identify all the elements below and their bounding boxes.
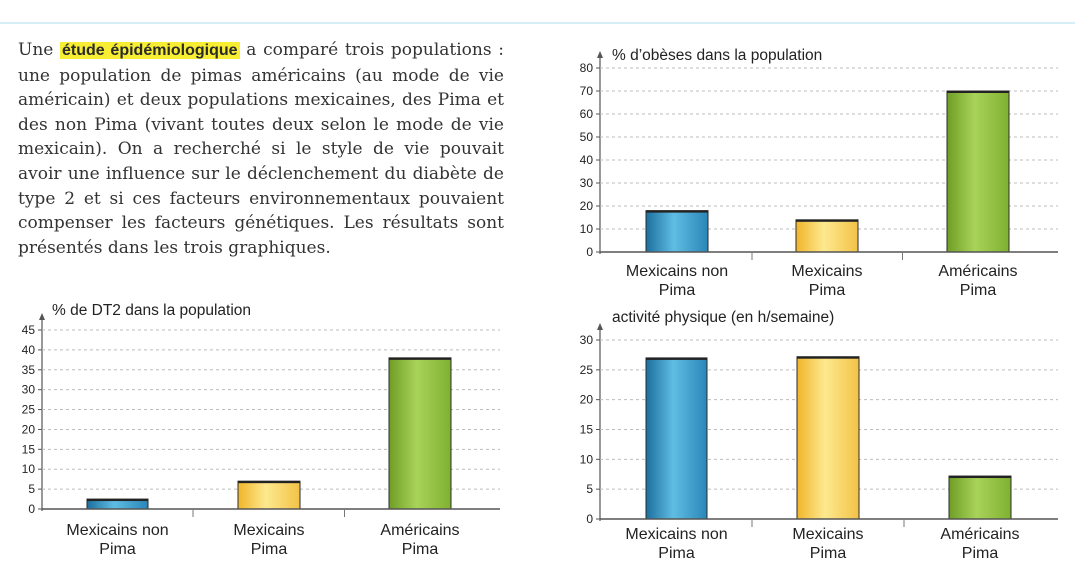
chart-title: % de DT2 dans la population [52,302,251,319]
intro-text-start: Une [18,40,61,60]
y-tick-label: 20 [22,422,36,436]
category-label: Américains Pima [938,263,1017,299]
y-tick-label: 10 [580,222,594,236]
y-axis-arrow-icon [597,323,603,330]
y-tick-label: 80 [580,61,594,75]
y-tick-label: 40 [580,153,594,167]
bar-2 [237,480,301,510]
y-tick-label: 15 [22,442,36,456]
y-tick-label: 70 [580,84,594,98]
chart-title: activité physique (en h/semaine) [612,309,834,326]
y-tick-label: 30 [580,333,594,347]
y-tick-label: 0 [28,502,35,516]
intro-text-body: a comparé trois populations : une popula… [18,40,505,234]
category-label: Américains Pima [380,522,459,558]
bar-top-edge [389,357,451,360]
bar-2 [795,219,859,253]
y-tick-label: 5 [586,482,593,496]
chart-title: % d’obèses dans la population [612,47,822,64]
y-tick-label: 30 [580,176,594,190]
category-label: Mexicains Pima [792,526,863,562]
category-label: Mexicains non Pima [66,522,168,558]
category-label: Mexicains Pima [233,522,304,558]
y-tick-label: 10 [580,452,594,466]
category-label: Mexicains non Pima [625,526,727,562]
bar-1 [645,210,709,253]
y-tick-label: 35 [22,363,36,377]
category-label: Mexicains non Pima [626,263,728,299]
y-axis-arrow-icon [39,313,45,320]
y-tick-label: 0 [586,245,593,259]
bar-2 [796,356,860,520]
y-tick-label: 30 [22,383,36,397]
top-border [0,0,1075,24]
category-label: Américains Pima [940,526,1019,562]
bar-top-edge [947,91,1009,93]
obesity-chart: % d’obèses dans la population 0 10 20 30 40 50… [548,40,1063,305]
bar-top-edge [238,481,300,484]
dt2-chart: % de DT2 dans la population 0 5 10 15 20 25 30 3… [0,296,510,561]
intro-text-block: Une étude épidémiologique a comparé troi… [18,38,504,236]
bar-3 [388,357,452,510]
y-tick-label: 60 [580,107,594,121]
y-tick-label: 10 [22,462,36,476]
bar-top-edge [87,499,148,502]
bar-top-edge [949,476,1011,479]
activity-chart: activité physique (en h/semaine) 0 5 10 15 20… [548,305,1063,563]
y-tick-label: 25 [22,403,36,417]
y-tick-label: 45 [22,323,36,337]
bar-top-edge [646,357,707,360]
activity-chart-svg: activité physique (en h/semaine) 0 5 10 15 20… [580,309,1058,562]
highlighted-term: étude épidémiologique [60,42,240,59]
y-tick-label: 50 [580,130,594,144]
y-tick-label: 20 [580,393,594,407]
y-tick-label: 40 [22,343,36,357]
y-tick-label: 20 [580,199,594,213]
y-tick-label: 5 [28,482,35,496]
y-tick-label: 0 [586,512,593,526]
bar-3 [946,90,1010,253]
obesity-chart-svg: % d’obèses dans la population 0 10 20 30 40 50… [580,47,1058,299]
bar-top-edge [797,356,859,359]
category-label: Mexicains Pima [791,263,862,299]
y-tick-label: 25 [580,363,594,377]
intro-text-last-line: présentés dans les trois graphiques. [18,237,331,258]
bar-top-edge [646,210,708,213]
intro-paragraph: Une étude épidémiologique a comparé troi… [18,38,504,260]
y-axis-arrow-icon [597,51,603,58]
bar-3 [948,475,1012,520]
dt2-chart-svg: % de DT2 dans la population 0 5 10 15 20 25 30 3… [22,302,500,558]
bar-top-edge [796,219,858,222]
bar-1 [645,357,708,520]
y-tick-label: 15 [580,423,594,437]
